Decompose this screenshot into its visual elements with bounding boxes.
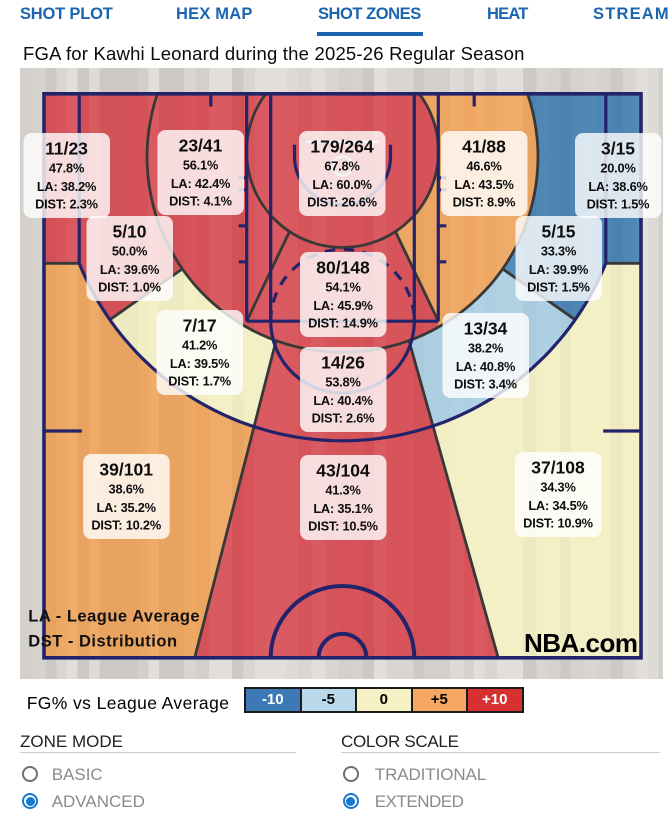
svg-text:NBA.com: NBA.com [524,628,638,658]
svg-text:LA: 35.1%: LA: 35.1% [313,501,373,516]
svg-text:DIST: 2.3%: DIST: 2.3% [35,197,99,212]
svg-text:DIST: 14.9%: DIST: 14.9% [308,316,378,331]
svg-text:DIST: 26.6%: DIST: 26.6% [307,195,377,210]
svg-text:DIST: 8.9%: DIST: 8.9% [453,195,517,210]
svg-text:50.0%: 50.0% [112,244,148,259]
svg-text:LA: 38.6%: LA: 38.6% [588,179,648,194]
svg-text:3/15: 3/15 [601,139,635,159]
svg-text:43/104: 43/104 [316,461,370,481]
svg-text:LA - League Average: LA - League Average [28,608,200,626]
svg-text:47.8%: 47.8% [49,161,85,176]
svg-text:LA: 45.9%: LA: 45.9% [313,298,373,313]
svg-text:DIST: 3.4%: DIST: 3.4% [454,377,518,392]
svg-text:41.3%: 41.3% [325,483,361,498]
svg-text:DIST: 2.6%: DIST: 2.6% [312,411,376,426]
svg-text:LA: 40.8%: LA: 40.8% [456,359,516,374]
svg-text:14/26: 14/26 [321,353,365,373]
svg-text:DIST: 1.5%: DIST: 1.5% [587,197,651,212]
svg-text:80/148: 80/148 [316,258,370,278]
svg-text:5/15: 5/15 [541,222,575,242]
svg-text:38.2%: 38.2% [468,341,504,356]
svg-text:13/34: 13/34 [464,319,508,339]
svg-text:41.2%: 41.2% [182,338,218,353]
svg-text:DIST: 4.1%: DIST: 4.1% [169,194,233,209]
svg-text:DIST: 1.5%: DIST: 1.5% [527,280,591,295]
svg-text:LA: 42.4%: LA: 42.4% [171,176,231,191]
svg-text:LA: 34.5%: LA: 34.5% [528,498,588,513]
svg-text:56.1%: 56.1% [183,158,219,173]
svg-text:67.8%: 67.8% [324,159,360,174]
svg-text:34.3%: 34.3% [540,480,576,495]
svg-text:DIST: 1.7%: DIST: 1.7% [168,374,232,389]
svg-text:37/108: 37/108 [531,458,585,478]
svg-text:179/264: 179/264 [310,137,374,157]
svg-text:23/41: 23/41 [179,136,223,156]
svg-text:LA: 39.5%: LA: 39.5% [170,356,230,371]
svg-text:LA: 40.4%: LA: 40.4% [313,393,373,408]
svg-text:LA: 39.6%: LA: 39.6% [100,262,160,277]
svg-text:41/88: 41/88 [462,137,506,157]
svg-text:5/10: 5/10 [112,222,146,242]
svg-text:DIST: 10.5%: DIST: 10.5% [308,519,378,534]
svg-text:LA: 38.2%: LA: 38.2% [37,179,97,194]
svg-text:DIST: 10.2%: DIST: 10.2% [91,518,161,533]
svg-text:DIST: 1.0%: DIST: 1.0% [98,280,162,295]
svg-text:DIST: 10.9%: DIST: 10.9% [523,516,593,531]
svg-text:LA: 35.2%: LA: 35.2% [97,500,157,515]
svg-text:20.0%: 20.0% [600,161,636,176]
svg-text:46.6%: 46.6% [466,159,502,174]
svg-text:33.3%: 33.3% [541,244,577,259]
svg-text:LA: 43.5%: LA: 43.5% [454,177,514,192]
svg-text:LA: 39.9%: LA: 39.9% [529,262,589,277]
svg-text:11/23: 11/23 [45,139,88,159]
svg-text:DST - Distribution: DST - Distribution [28,633,177,651]
svg-text:54.1%: 54.1% [325,280,361,295]
svg-text:39/101: 39/101 [99,460,153,480]
svg-text:7/17: 7/17 [183,316,217,336]
svg-text:LA: 60.0%: LA: 60.0% [312,177,372,192]
svg-text:38.6%: 38.6% [109,482,145,497]
svg-text:53.8%: 53.8% [325,375,361,390]
